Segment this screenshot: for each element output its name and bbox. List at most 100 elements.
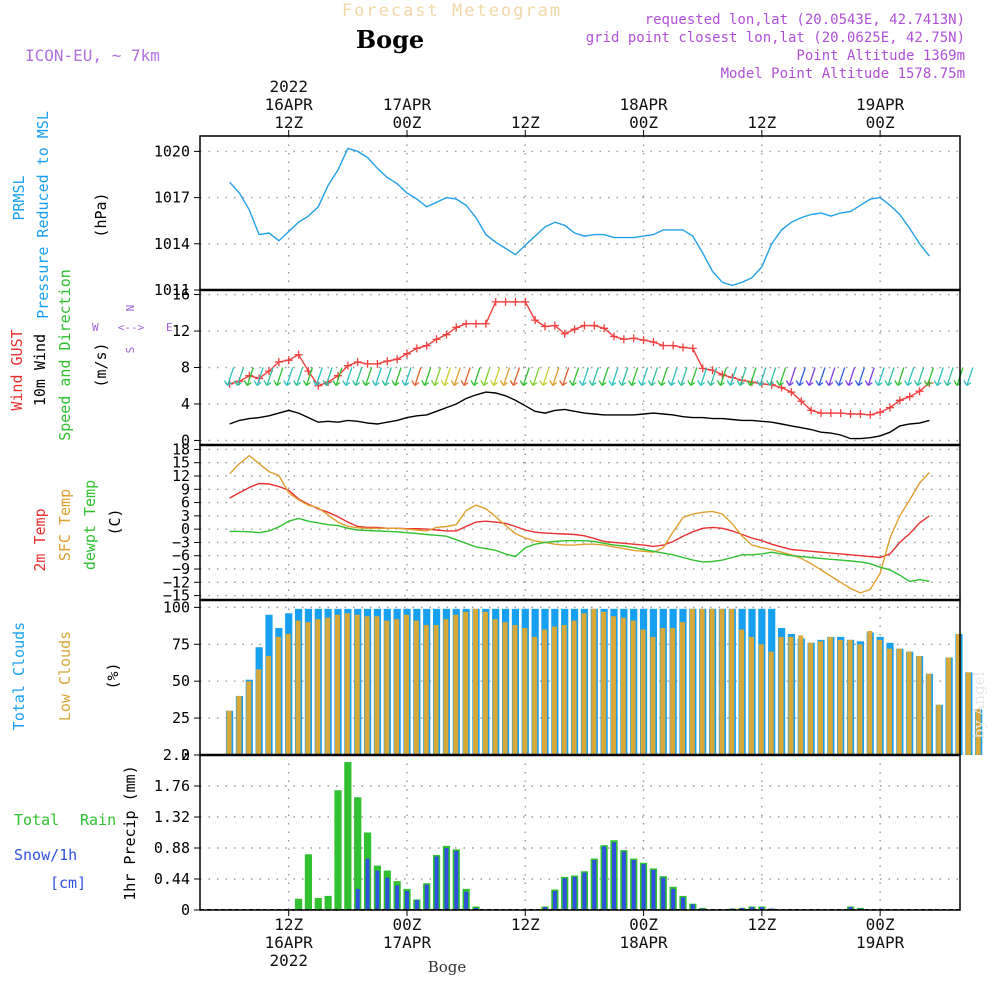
wind-arrow-head: [490, 380, 499, 387]
gust-marker: [816, 409, 825, 418]
y-tick-label: 2.2: [163, 746, 190, 764]
low-cloud-bar: [857, 644, 863, 755]
low-cloud-bar: [758, 644, 764, 755]
gust-marker: [659, 341, 668, 350]
wind-arrow-head: [963, 380, 972, 387]
wind-direction-arrow: [719, 367, 728, 386]
wind-direction-arrow: [532, 367, 540, 386]
low-cloud-bar: [492, 619, 498, 755]
low-cloud-bar: [739, 629, 745, 755]
wind-direction-arrow: [384, 367, 392, 386]
wind-arrow-head: [746, 380, 755, 387]
wind-arrow-head: [470, 380, 479, 387]
y-tick-label: 1014: [154, 235, 190, 253]
low-cloud-bar: [946, 657, 952, 755]
time-tick-labels: 202216APR12Z12Z16APR202217APR00Z00Z17APR…: [265, 77, 905, 970]
time-tick-bottom: 16APR: [265, 933, 314, 952]
time-tick-bottom: 12Z: [747, 915, 776, 934]
wind-arrow-head: [815, 380, 824, 387]
time-tick-bottom: 00Z: [866, 915, 895, 934]
gust-marker: [452, 323, 461, 332]
wind-direction-arrow: [463, 367, 471, 386]
snow-bar: [680, 897, 685, 910]
gust-marker: [905, 392, 914, 401]
snow-bar: [641, 864, 646, 910]
low-cloud-bar: [522, 628, 528, 755]
precip-rain-label: Rain: [80, 811, 116, 829]
pressure-axis-unit: (hPa): [92, 192, 110, 237]
wind-arrow-head: [440, 380, 449, 387]
y-tick-label: 0: [181, 901, 190, 919]
wind-direction-arrow: [887, 367, 895, 386]
wind-direction-arrow: [778, 367, 787, 386]
snow-bar: [621, 851, 626, 910]
snow-bar: [592, 859, 597, 910]
low-cloud-bar: [344, 613, 350, 755]
low-cloud-bar: [620, 617, 626, 755]
low-cloud-bar: [433, 625, 439, 755]
gust-marker: [649, 337, 658, 346]
y-tick-label: −15: [163, 587, 190, 605]
snow-bar: [414, 900, 419, 910]
wind-direction-arrow: [877, 367, 885, 386]
rain-bar: [304, 854, 313, 910]
location-title: Boge: [356, 25, 424, 54]
wind-direction-arrow: [295, 367, 304, 386]
low-cloud-bar: [808, 642, 814, 755]
wind-direction-arrow: [867, 367, 875, 386]
time-tick-top: 19APR: [856, 95, 905, 114]
low-cloud-bar: [719, 608, 725, 755]
low-cloud-bar: [315, 619, 321, 755]
y-tick-label: 1020: [154, 142, 190, 160]
wind-arrow-head: [697, 380, 706, 387]
wind-arrow-head: [864, 380, 873, 387]
y-tick-label: 3: [181, 507, 190, 525]
wind-arrow-head: [342, 380, 351, 387]
low-cloud-bar: [660, 628, 666, 755]
low-cloud-bar: [630, 620, 636, 755]
time-tick-bottom: 18APR: [619, 933, 668, 952]
compass-west: W: [92, 321, 99, 334]
y-tick-label: 75: [172, 635, 190, 653]
gust-marker: [846, 410, 855, 418]
gust-marker: [787, 388, 796, 397]
wind-arrow-head: [549, 380, 558, 387]
gust-marker: [531, 316, 540, 325]
wind-arrow-head: [411, 380, 420, 387]
wind-axis-unit: (m/s): [92, 342, 110, 387]
low-cloud-bar: [709, 608, 715, 755]
low-cloud-bar: [413, 620, 419, 755]
y-tick-label: 50: [172, 672, 190, 690]
wind-direction-arrow: [621, 367, 629, 386]
gust-marker: [876, 408, 885, 417]
low-cloud-bar: [679, 622, 685, 755]
wind-direction-arrow: [226, 367, 235, 386]
wind-arrow-head: [559, 380, 568, 387]
low-cloud-bar: [788, 636, 794, 755]
wind-arrow-head: [569, 380, 577, 387]
low-cloud-bar: [975, 709, 981, 755]
wind-direction-arrow: [946, 367, 954, 386]
gust-marker: [609, 332, 618, 341]
wind-arrow-head: [362, 380, 370, 387]
wind-arrow-head: [529, 380, 538, 387]
gust-marker: [797, 397, 806, 406]
snow-bar: [434, 856, 439, 910]
y-tick-label: 1011: [154, 281, 190, 299]
low-cloud-bar: [334, 614, 340, 755]
y-tick-labels: 10111014101710200481216−15−12−9−6−303691…: [154, 142, 190, 919]
snow-bar: [473, 907, 478, 910]
snow-bar: [424, 884, 429, 910]
wind-direction-arrow: [581, 367, 590, 386]
wind-arrow-head: [588, 380, 597, 387]
wind-direction-arrow: [325, 367, 333, 386]
time-tick-bottom: 00Z: [629, 915, 658, 934]
low-cloud-bar: [512, 625, 518, 755]
low-cloud-bar: [817, 641, 823, 755]
low-cloud-bar: [571, 620, 577, 755]
precip-snow-label: Snow/1h: [14, 846, 77, 864]
low-cloud-bar: [689, 608, 695, 755]
wind-arrow-head: [933, 380, 942, 387]
wind-arrow-head: [884, 380, 893, 387]
